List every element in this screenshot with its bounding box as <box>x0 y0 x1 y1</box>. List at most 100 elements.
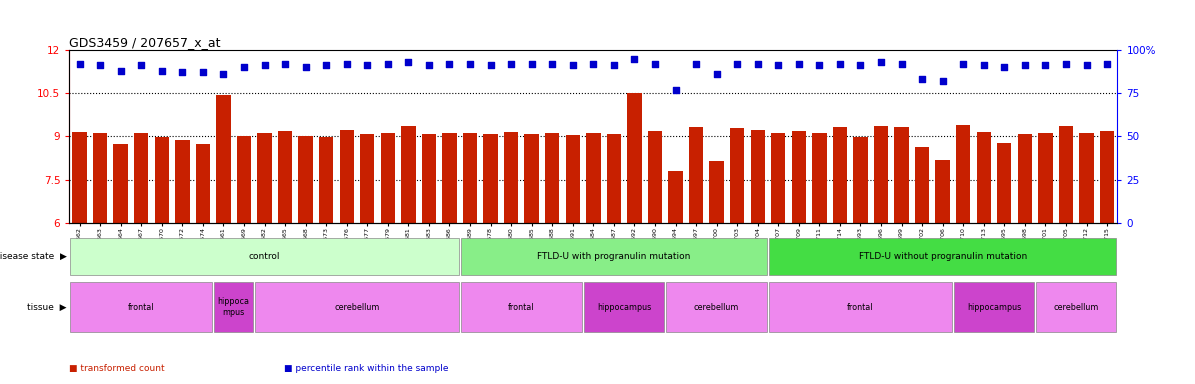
Point <box>645 61 664 67</box>
Bar <box>214 283 253 332</box>
Bar <box>750 130 765 223</box>
Point <box>399 59 418 65</box>
Bar <box>853 137 868 223</box>
Text: hippoca
mpus: hippoca mpus <box>217 298 250 317</box>
Point <box>234 64 253 70</box>
Point <box>194 70 213 76</box>
Bar <box>256 283 459 332</box>
Bar <box>607 134 621 223</box>
Point <box>871 59 890 65</box>
Point <box>605 63 624 69</box>
Point <box>173 70 192 76</box>
Text: cerebellum: cerebellum <box>335 303 380 312</box>
Bar <box>176 140 190 223</box>
Point <box>91 63 110 69</box>
Bar <box>278 131 293 223</box>
Point <box>214 71 233 77</box>
Point <box>666 87 685 93</box>
Bar <box>833 127 847 223</box>
Bar <box>667 283 767 332</box>
Point <box>1097 61 1116 67</box>
Point <box>851 63 870 69</box>
Bar <box>770 238 1116 275</box>
Text: frontal: frontal <box>128 303 154 312</box>
Point <box>440 61 459 67</box>
Point <box>831 61 850 67</box>
Bar <box>360 134 374 223</box>
Bar <box>956 126 970 223</box>
Point <box>789 61 808 67</box>
Point <box>1036 63 1055 69</box>
Bar <box>461 283 582 332</box>
Bar <box>134 133 148 223</box>
Point <box>337 61 356 67</box>
Point <box>460 61 479 67</box>
Point <box>954 61 973 67</box>
Bar <box>936 160 950 223</box>
Bar <box>954 283 1034 332</box>
Point <box>994 64 1013 70</box>
Bar <box>997 143 1011 223</box>
Point <box>131 63 151 69</box>
Bar <box>627 93 642 223</box>
Bar <box>442 133 456 223</box>
Bar <box>791 131 805 223</box>
Bar <box>688 127 703 223</box>
Text: cerebellum: cerebellum <box>694 303 740 312</box>
Text: FTLD-U without progranulin mutation: FTLD-U without progranulin mutation <box>858 252 1027 261</box>
Bar <box>525 134 539 223</box>
Bar <box>1079 133 1093 223</box>
Bar <box>668 172 682 223</box>
Text: disease state  ▶: disease state ▶ <box>0 252 67 261</box>
Text: control: control <box>249 252 281 261</box>
Bar <box>71 238 459 275</box>
Point <box>296 64 315 70</box>
Bar <box>586 133 601 223</box>
Bar <box>71 283 213 332</box>
Point <box>522 61 541 67</box>
Bar <box>915 147 930 223</box>
Text: FTLD-U with progranulin mutation: FTLD-U with progranulin mutation <box>538 252 691 261</box>
Bar <box>257 133 271 223</box>
Point <box>891 61 911 67</box>
Bar <box>299 136 313 223</box>
Text: cerebellum: cerebellum <box>1054 303 1099 312</box>
Bar <box>648 131 662 223</box>
Bar <box>545 133 559 223</box>
Bar <box>319 137 333 223</box>
Point <box>686 61 705 67</box>
Point <box>728 61 747 67</box>
Point <box>810 63 829 69</box>
Point <box>1077 63 1096 69</box>
Point <box>255 63 274 69</box>
Text: tissue  ▶: tissue ▶ <box>27 303 67 312</box>
Bar <box>237 136 251 223</box>
Point <box>379 61 398 67</box>
Point <box>1016 63 1035 69</box>
Point <box>543 61 562 67</box>
Bar <box>216 96 231 223</box>
Bar <box>339 130 354 223</box>
Text: ■ transformed count: ■ transformed count <box>69 364 165 373</box>
Bar <box>402 126 416 223</box>
Bar <box>813 133 827 223</box>
Text: hippocampus: hippocampus <box>967 303 1022 312</box>
Point <box>933 78 952 84</box>
Point <box>563 63 582 69</box>
Bar <box>114 144 128 223</box>
Text: GDS3459 / 207657_x_at: GDS3459 / 207657_x_at <box>69 36 221 49</box>
Point <box>317 63 336 69</box>
Text: frontal: frontal <box>847 303 874 312</box>
Bar <box>504 132 519 223</box>
Bar <box>874 126 888 223</box>
Point <box>357 63 376 69</box>
Bar <box>73 132 87 223</box>
Bar <box>461 238 767 275</box>
Bar <box>93 133 108 223</box>
Point <box>974 63 993 69</box>
Bar <box>381 133 396 223</box>
Bar <box>1099 131 1114 223</box>
Point <box>111 68 130 74</box>
Bar <box>422 134 436 223</box>
Text: ■ percentile rank within the sample: ■ percentile rank within the sample <box>284 364 449 373</box>
